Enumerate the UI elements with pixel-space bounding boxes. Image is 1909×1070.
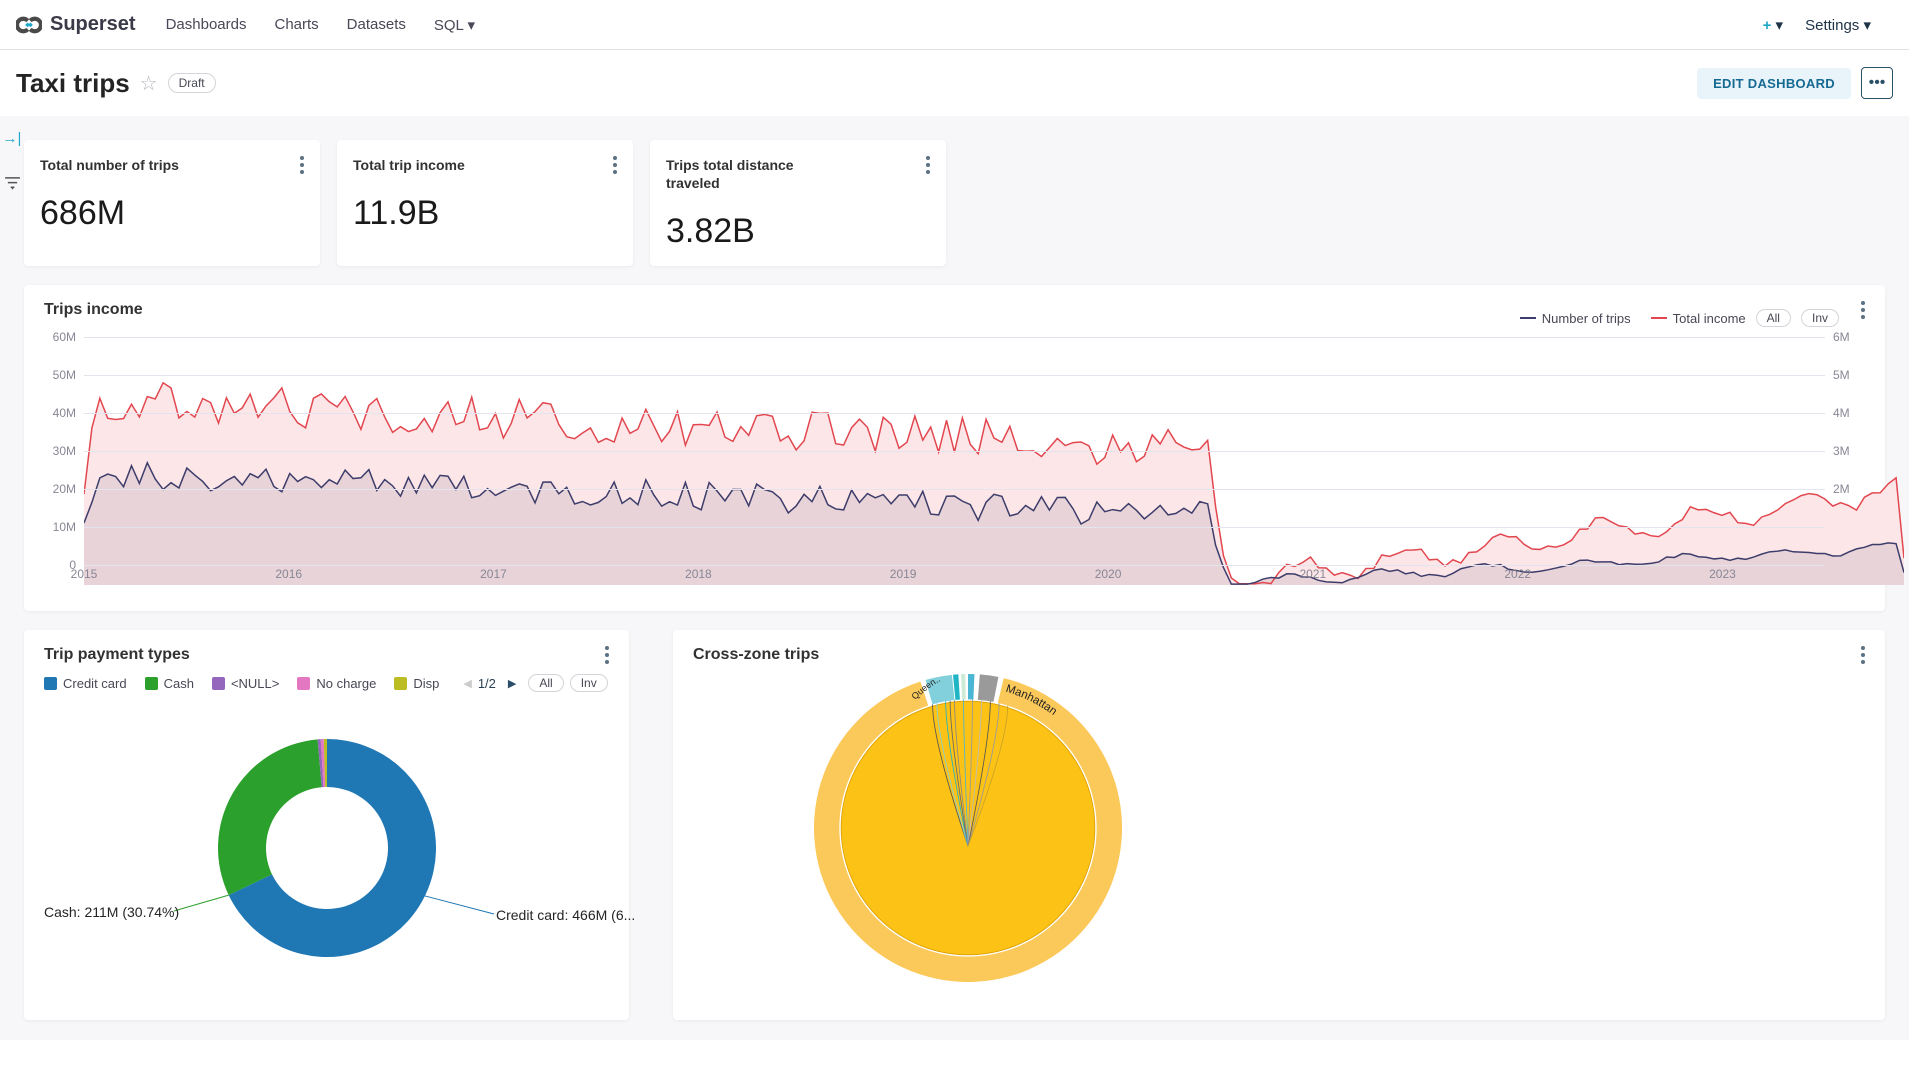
svg-text:Queen...: Queen... <box>786 639 942 702</box>
